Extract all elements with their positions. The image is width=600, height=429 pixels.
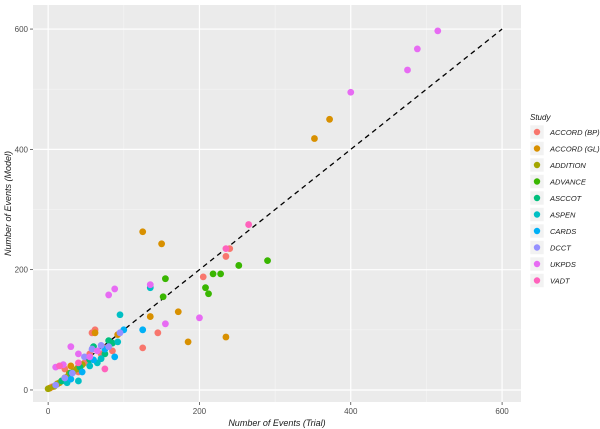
data-point: [116, 311, 124, 319]
y-axis-title: Number of Events (Model): [3, 151, 13, 256]
data-point: [434, 27, 442, 35]
data-point: [74, 359, 82, 367]
legend-label: CARDS: [550, 227, 576, 236]
grid-major: [33, 5, 521, 402]
plot-panel: [33, 5, 521, 402]
data-point: [88, 345, 96, 353]
legend: Study ACCORD (BP) ACCORD (GL) ADDITION ADVA…: [529, 113, 600, 288]
data-point: [146, 313, 154, 320]
data-point: [202, 284, 209, 292]
legend-swatch: [533, 277, 541, 284]
legend-label: UKPDS: [550, 260, 576, 269]
data-point: [139, 228, 147, 236]
data-point: [222, 333, 230, 341]
data-point: [404, 66, 411, 74]
data-point: [105, 343, 113, 351]
data-point: [139, 326, 147, 334]
legend-label: DCCT: [550, 244, 572, 253]
data-point: [93, 347, 101, 355]
legend-label: ADVANCE: [549, 178, 587, 187]
data-point: [162, 320, 169, 328]
data-point: [81, 353, 88, 361]
x-tick-label: 600: [495, 407, 509, 416]
legend-swatch: [533, 211, 541, 218]
data-point: [222, 253, 230, 260]
data-point: [174, 308, 182, 316]
data-point: [196, 314, 203, 322]
data-points: [44, 27, 442, 393]
data-point: [67, 343, 75, 351]
legend-swatch: [533, 128, 541, 136]
data-point: [111, 285, 119, 293]
data-point: [159, 293, 167, 301]
data-point: [184, 338, 192, 346]
data-point: [199, 273, 207, 281]
y-axis: 0 200 400 600: [15, 25, 33, 395]
data-point: [139, 344, 147, 352]
legend-swatch: [533, 227, 541, 235]
data-point: [222, 245, 230, 253]
data-point: [52, 381, 60, 389]
data-point: [56, 362, 63, 370]
legend-label: VADT: [550, 277, 571, 286]
data-point: [162, 275, 169, 283]
data-point: [86, 353, 94, 361]
data-point: [101, 365, 109, 373]
x-tick-label: 200: [193, 407, 207, 416]
data-point: [205, 290, 212, 298]
data-point: [67, 362, 75, 370]
legend-label: ACCORD (BP): [549, 128, 600, 137]
reference-line: [47, 28, 503, 391]
legend-label: ASCCOT: [549, 194, 583, 203]
data-point: [86, 362, 94, 370]
data-point: [146, 281, 154, 289]
legend-swatch: [533, 161, 541, 169]
data-point: [209, 270, 217, 278]
x-tick-label: 0: [46, 407, 51, 416]
data-point: [101, 350, 109, 358]
data-point: [114, 338, 122, 346]
data-point: [111, 353, 119, 361]
data-point: [235, 262, 243, 269]
legend-swatch: [533, 260, 541, 268]
data-point: [74, 377, 82, 385]
legend-label: ASPEN: [549, 211, 576, 220]
x-axis-title: Number of Events (Trial): [228, 418, 325, 428]
data-point: [78, 368, 86, 376]
legend-label: ADDITION: [549, 161, 586, 170]
data-point: [413, 45, 421, 53]
data-point: [245, 221, 253, 228]
x-tick-label: 400: [344, 407, 358, 416]
data-point: [326, 115, 333, 123]
data-point: [74, 350, 82, 358]
data-point: [158, 240, 166, 248]
legend-title: Study: [530, 113, 551, 122]
data-point: [264, 257, 271, 265]
data-point: [68, 369, 76, 377]
legend-label: ACCORD (GL): [549, 145, 600, 154]
y-tick-label: 400: [15, 145, 29, 154]
grid-minor: [33, 5, 521, 402]
data-point: [61, 374, 69, 382]
legend-swatch: [533, 244, 541, 251]
data-point: [91, 329, 99, 337]
data-point: [311, 135, 318, 142]
x-axis: 0 200 400 600: [46, 402, 509, 416]
y-tick-label: 200: [15, 266, 29, 275]
data-point: [217, 270, 225, 278]
y-tick-label: 0: [24, 386, 29, 395]
data-point: [116, 329, 124, 337]
y-tick-label: 600: [15, 25, 29, 34]
data-point: [44, 385, 52, 393]
legend-swatch: [533, 194, 541, 202]
data-point: [97, 342, 105, 349]
legend-swatch: [533, 145, 541, 152]
legend-swatch: [533, 178, 541, 185]
data-point: [154, 329, 162, 337]
data-point: [105, 291, 113, 299]
data-point: [347, 88, 355, 96]
data-point: [67, 375, 75, 383]
